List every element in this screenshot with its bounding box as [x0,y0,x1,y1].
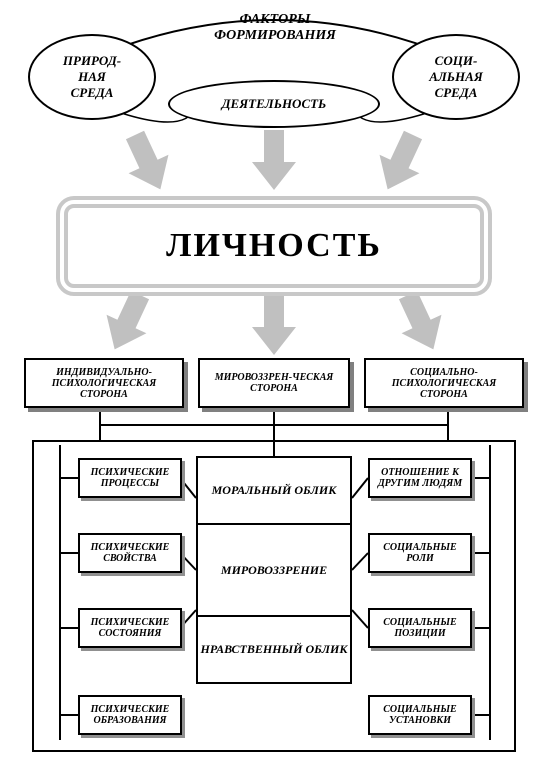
ellipse-left-l1: ПРИРОД- [63,53,121,68]
right-item-3-text: СОЦИАЛЬНЫЕ УСТАНОВКИ [376,704,464,727]
right-item-3: СОЦИАЛЬНЫЕ УСТАНОВКИ [368,695,472,735]
ellipse-left-l3: СРЕДА [71,85,114,100]
left-item-1: ПСИХИЧЕСКИЕ СВОЙСТВА [78,533,182,573]
center-item-1-text: МИРОВОЗЗРЕНИЕ [221,563,327,578]
left-item-2: ПСИХИЧЕСКИЕ СОСТОЯНИЯ [78,608,182,648]
left-item-1-text: ПСИХИЧЕСКИЕ СВОЙСТВА [86,542,174,565]
ellipse-right: СОЦИ- АЛЬНАЯ СРЕДА [392,34,520,120]
top-title-l2: ФОРМИРОВАНИЯ [214,28,336,43]
left-item-3-text: ПСИХИЧЕСКИЕ ОБРАЗОВАНИЯ [86,704,174,727]
left-item-0: ПСИХИЧЕСКИЕ ПРОЦЕССЫ [78,458,182,498]
side-header-right-text: СОЦИАЛЬНО-ПСИХОЛОГИЧЕСКАЯ СТОРОНА [370,367,518,400]
left-item-2-text: ПСИХИЧЕСКИЕ СОСТОЯНИЯ [86,617,174,640]
right-item-2-text: СОЦИАЛЬНЫЕ ПОЗИЦИИ [376,617,464,640]
center-item-2-text: НРАВСТВЕННЫЙ ОБЛИК [200,642,347,657]
side-header-center-text: МИРОВОЗЗРЕН-ЧЕСКАЯ СТОРОНА [204,372,344,394]
center-item-1: МИРОВОЗЗРЕНИЕ [198,523,350,616]
right-item-1-text: СОЦИАЛЬНЫЕ РОЛИ [376,542,464,565]
top-title-l1: ФАКТОРЫ [240,12,311,27]
side-header-center: МИРОВОЗЗРЕН-ЧЕСКАЯ СТОРОНА [198,358,350,408]
ellipse-left: ПРИРОД- НАЯ СРЕДА [28,34,156,120]
ellipse-right-l2: АЛЬНАЯ [429,69,483,84]
right-item-0: ОТНОШЕНИЕ К ДРУГИМ ЛЮДЯМ [368,458,472,498]
top-title: ФАКТОРЫ ФОРМИРОВАНИЯ [180,12,370,44]
ellipse-left-l2: НАЯ [78,69,106,84]
ellipse-center: ДЕЯТЕЛЬНОСТЬ [168,80,380,128]
center-item-0-text: МОРАЛЬНЫЙ ОБЛИК [212,483,337,498]
side-header-left: ИНДИВИДУАЛЬНО-ПСИХОЛОГИЧЕСКАЯ СТОРОНА [24,358,184,408]
right-item-1: СОЦИАЛЬНЫЕ РОЛИ [368,533,472,573]
center-column: МОРАЛЬНЫЙ ОБЛИК МИРОВОЗЗРЕНИЕ НРАВСТВЕНН… [196,456,352,684]
ellipse-right-l3: СРЕДА [435,85,478,100]
main-box-text: ЛИЧНОСТЬ [166,227,382,265]
ellipse-center-text: ДЕЯТЕЛЬНОСТЬ [222,96,327,112]
right-item-0-text: ОТНОШЕНИЕ К ДРУГИМ ЛЮДЯМ [376,467,464,490]
right-item-2: СОЦИАЛЬНЫЕ ПОЗИЦИИ [368,608,472,648]
center-item-2: НРАВСТВЕННЫЙ ОБЛИК [198,615,350,682]
center-item-0: МОРАЛЬНЫЙ ОБЛИК [198,458,350,523]
left-item-0-text: ПСИХИЧЕСКИЕ ПРОЦЕССЫ [86,467,174,490]
side-header-right: СОЦИАЛЬНО-ПСИХОЛОГИЧЕСКАЯ СТОРОНА [364,358,524,408]
main-box: ЛИЧНОСТЬ [56,196,492,296]
ellipse-right-l1: СОЦИ- [435,53,478,68]
left-item-3: ПСИХИЧЕСКИЕ ОБРАЗОВАНИЯ [78,695,182,735]
side-header-left-text: ИНДИВИДУАЛЬНО-ПСИХОЛОГИЧЕСКАЯ СТОРОНА [30,367,178,400]
